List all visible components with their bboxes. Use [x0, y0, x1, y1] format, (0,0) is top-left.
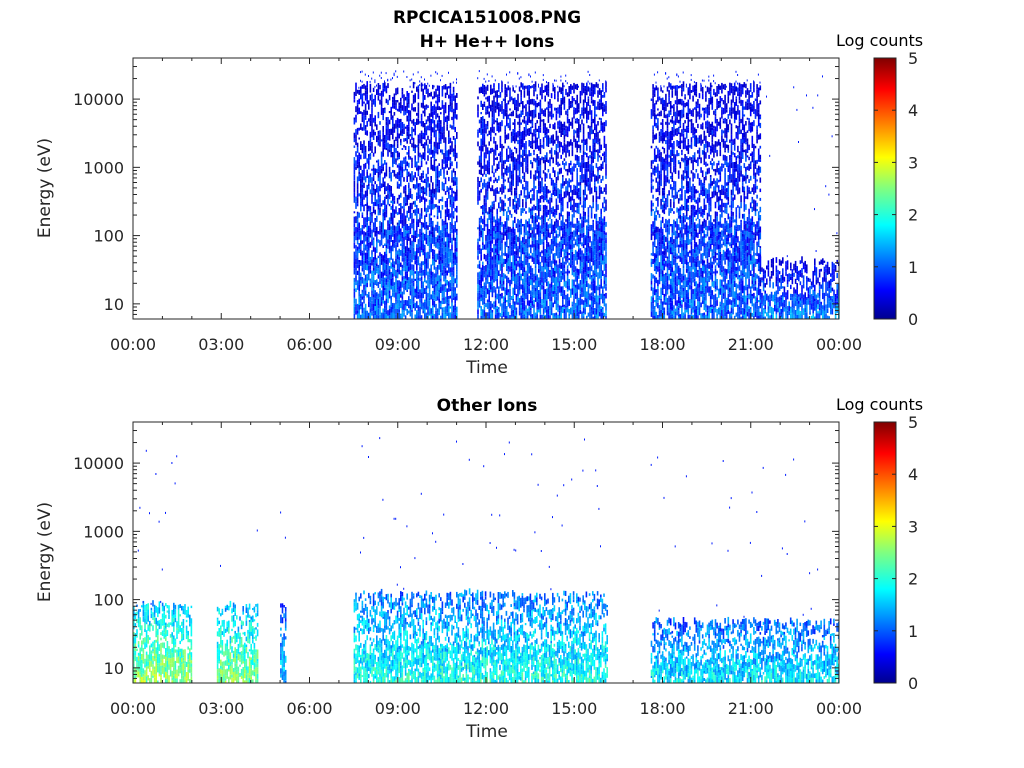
x-tick-label: 00:00 — [816, 335, 862, 354]
y-tick-label: 100 — [93, 591, 124, 610]
y-tick-label: 10000 — [73, 90, 124, 109]
colorbar-tick-label: 1 — [908, 258, 918, 277]
x-tick-label: 12:00 — [463, 699, 509, 718]
colorbar-gradient — [873, 57, 897, 320]
panel2-colorbar-title: Log counts — [836, 395, 924, 414]
panel1-title-line1: RPCICA151008.PNG — [392, 8, 582, 28]
colorbar-tick-label: 3 — [908, 517, 918, 536]
y-tick-label: 10 — [104, 295, 124, 314]
x-tick-label: 00:00 — [110, 699, 156, 718]
colorbar-gradient — [873, 421, 897, 684]
x-tick-label: 12:00 — [463, 335, 509, 354]
y-tick-label: 1000 — [83, 522, 124, 541]
panel1-plot: 00:00 03:00 06:00 09:00 12:00 15:00 18:00 21:00… — [73, 49, 918, 354]
colorbar-tick-label: 0 — [908, 310, 918, 329]
colorbar-tick-label: 5 — [908, 413, 918, 432]
activity-band-4 — [353, 437, 608, 683]
activity-band-1 — [133, 449, 193, 683]
activity-band-3 — [650, 70, 762, 319]
y-tick-label: 1000 — [83, 158, 124, 177]
colorbar-1: 0 1 2 3 4 5 — [873, 49, 918, 329]
x-tick-label: 21:00 — [728, 699, 774, 718]
x-tick-label: 18:00 — [639, 699, 685, 718]
activity-band-5 — [650, 456, 840, 683]
activity-band-2 — [477, 70, 607, 319]
x-tick-label: 18:00 — [639, 335, 685, 354]
spectrogram-2 — [133, 437, 840, 683]
colorbar-tick-label: 4 — [908, 465, 918, 484]
x-tick-label: 09:00 — [375, 699, 421, 718]
panel2-x-axis-label: Time — [466, 722, 508, 742]
x-tick-label: 03:00 — [198, 335, 244, 354]
colorbar-tick-label: 2 — [908, 570, 918, 589]
x-tick-label: 15:00 — [551, 699, 597, 718]
activity-band-2 — [216, 529, 259, 683]
colorbar-tick-label: 5 — [908, 49, 918, 68]
x-tick-label: 06:00 — [286, 699, 332, 718]
panel2-title: Other Ions — [436, 396, 538, 416]
x-tick-label: 00:00 — [816, 699, 862, 718]
panel1-colorbar-title: Log counts — [836, 31, 924, 50]
panel2-plot: 00:00 03:00 06:00 09:00 12:00 15:00 18:00 21:00… — [73, 413, 918, 718]
activity-band-4 — [759, 75, 840, 319]
x-tick-label: 03:00 — [198, 699, 244, 718]
y-tick-label: 10000 — [73, 454, 124, 473]
colorbar-tick-label: 1 — [908, 622, 918, 641]
y-tick-label: 10 — [104, 659, 124, 678]
colorbar-tick-label: 4 — [908, 101, 918, 120]
x-tick-label: 15:00 — [551, 335, 597, 354]
spectrogram-1 — [353, 70, 840, 319]
activity-band-1 — [353, 70, 458, 319]
colorbar-tick-label: 2 — [908, 206, 918, 225]
x-tick-label: 09:00 — [375, 335, 421, 354]
panel1-title-line2: H+ He++ Ions — [419, 32, 555, 52]
panel1-x-axis-label: Time — [466, 358, 508, 378]
x-tick-label: 21:00 — [728, 335, 774, 354]
colorbar-tick-label: 3 — [908, 153, 918, 172]
y-tick-label: 100 — [93, 227, 124, 246]
colorbar-2: 0 1 2 3 4 5 — [873, 413, 918, 693]
x-tick-label: 00:00 — [110, 335, 156, 354]
activity-band-3 — [280, 511, 287, 683]
colorbar-tick-label: 0 — [908, 674, 918, 693]
x-tick-label: 06:00 — [286, 335, 332, 354]
